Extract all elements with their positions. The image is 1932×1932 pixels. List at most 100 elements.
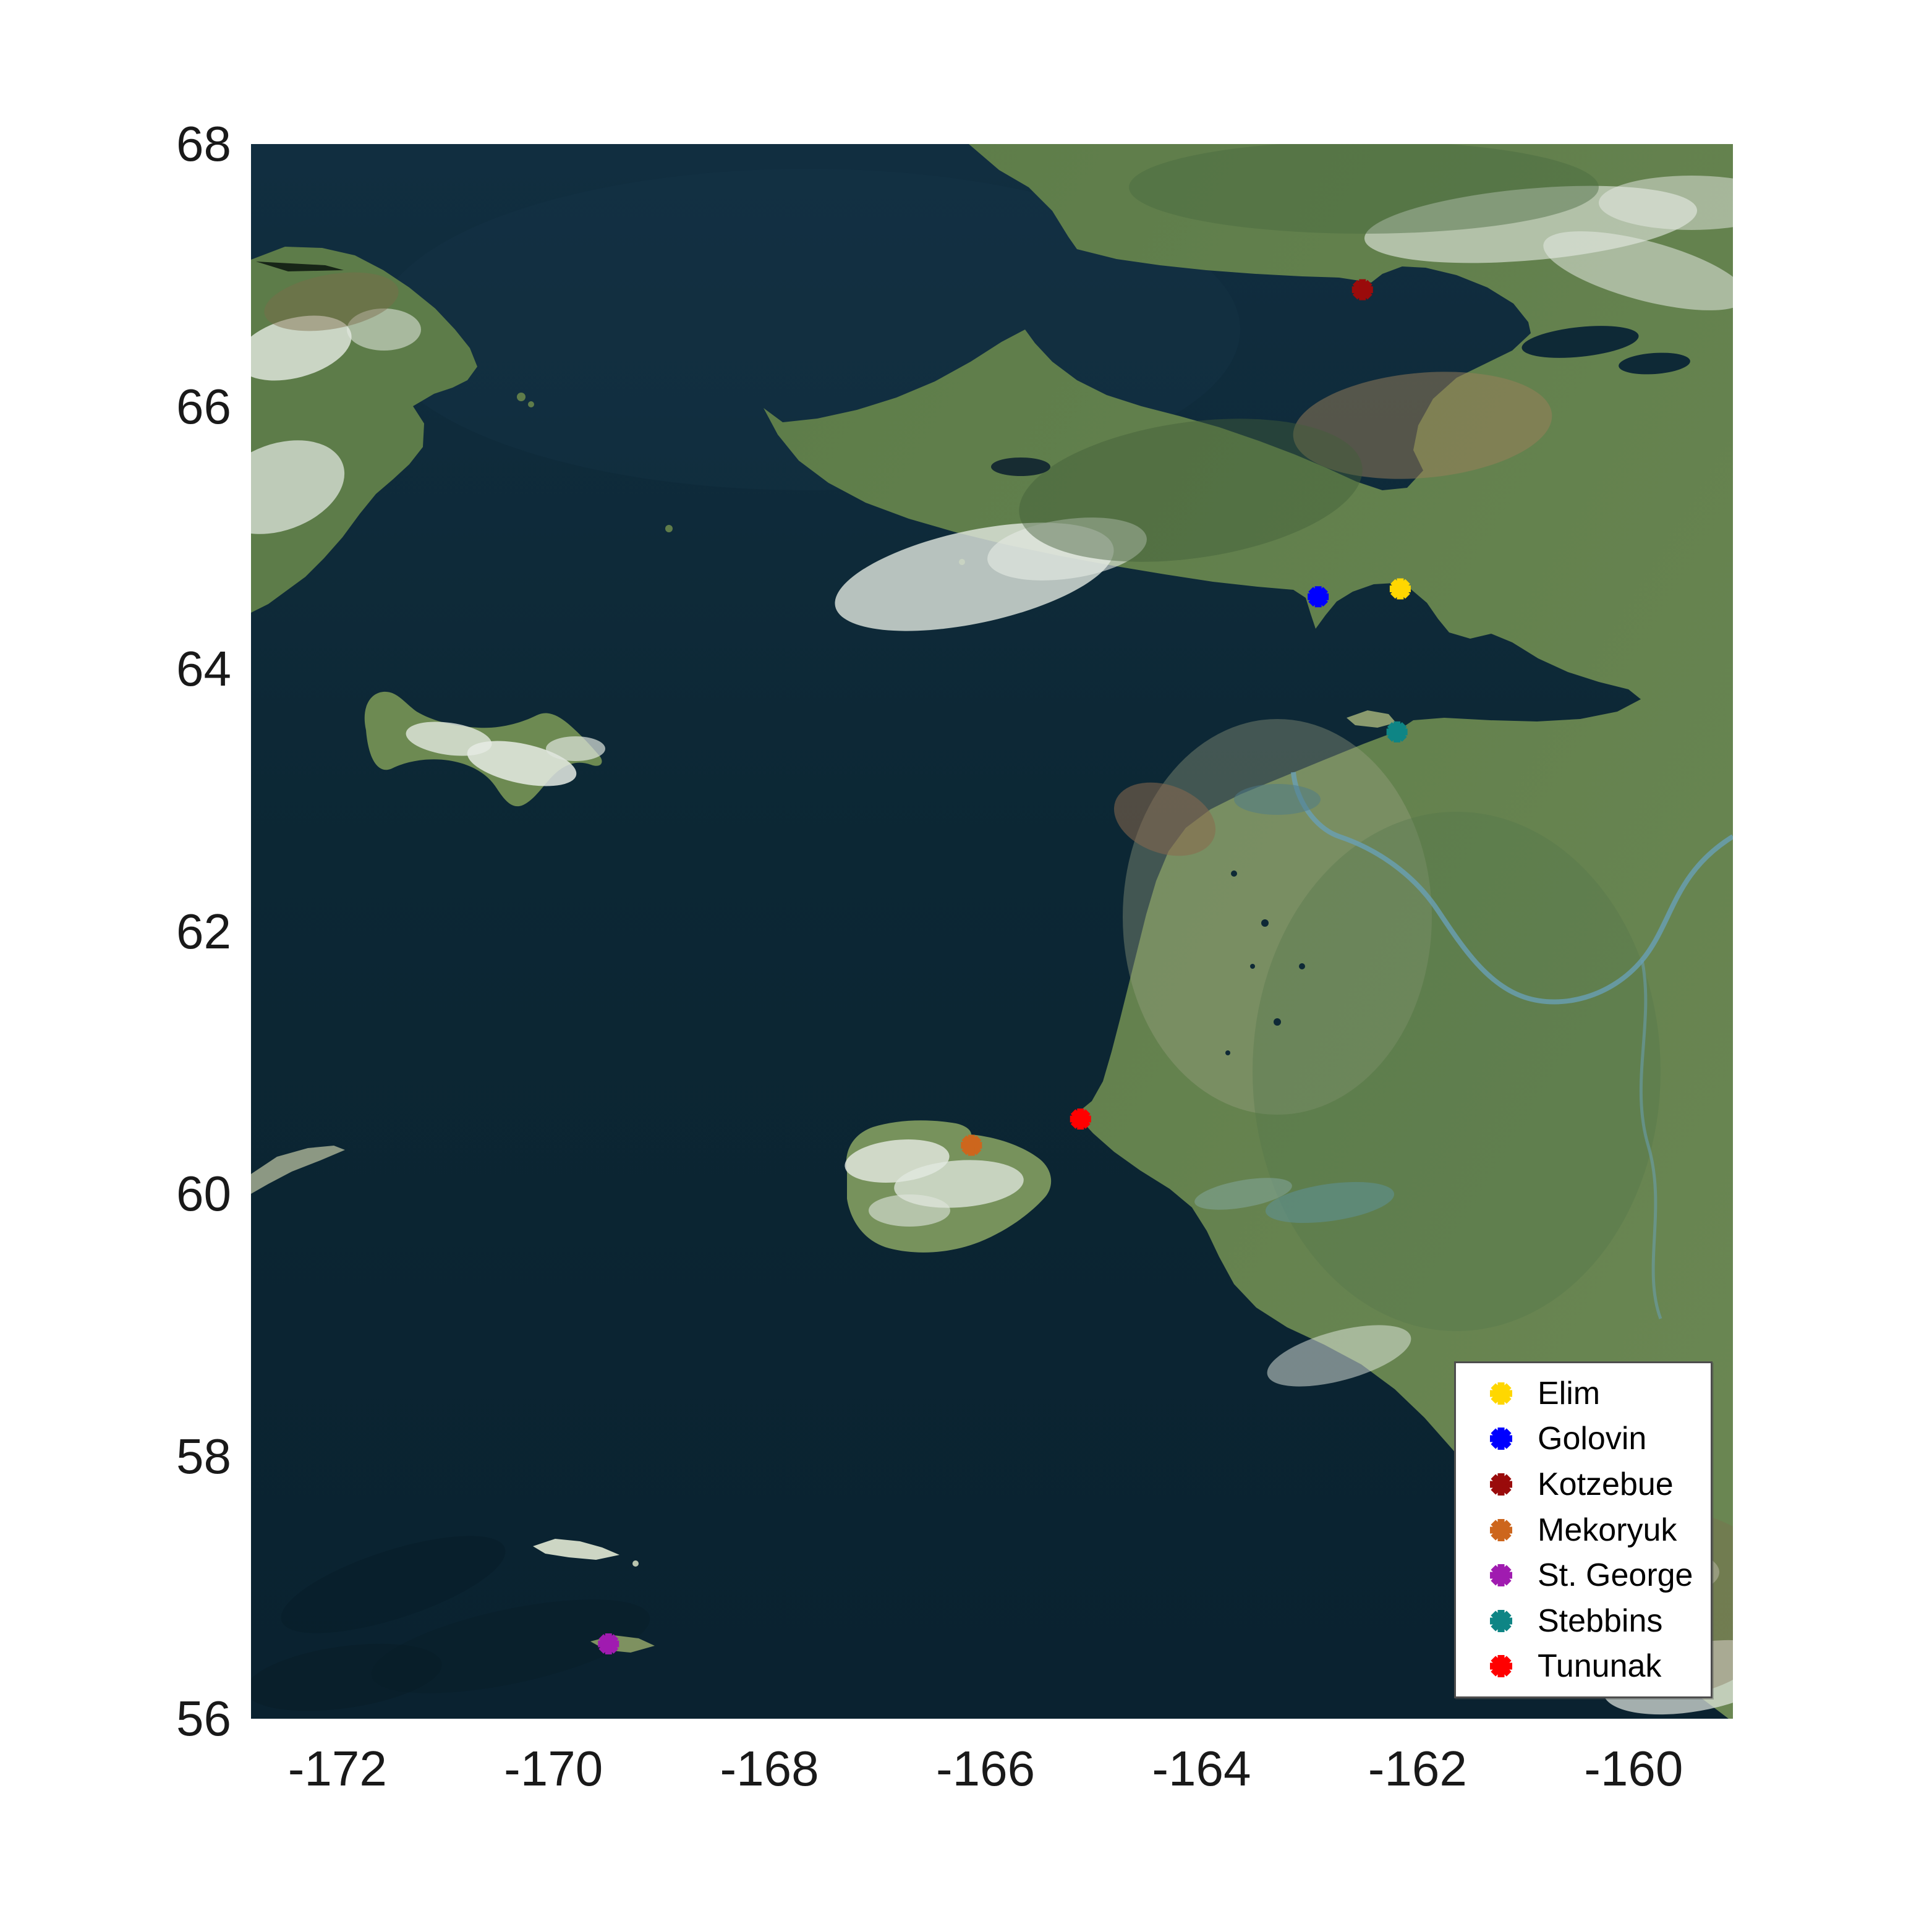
cloud-patch <box>251 315 352 381</box>
x-tick-label--164: -164 <box>1152 1741 1251 1796</box>
river-mouth-shallow <box>1234 784 1321 815</box>
legend-label-mekoryuk: Mekoryuk <box>1538 1512 1677 1548</box>
asterisk-spoke <box>961 1135 982 1155</box>
asterisk-spoke <box>1387 721 1407 742</box>
legend-asterisk-kotzebue <box>1490 1473 1512 1496</box>
legend-label-kotzebue: Kotzebue <box>1538 1466 1674 1502</box>
legend-asterisk-elim <box>1490 1382 1512 1405</box>
delta-lake <box>1250 964 1255 969</box>
cloud-patch <box>869 1194 950 1227</box>
mekoryuk-marker-icon <box>1490 1518 1512 1541</box>
island-diomede-big <box>517 393 526 401</box>
legend: Elim Golovin Kotzebue Mekoryuk St. George Ste… <box>1454 1361 1713 1698</box>
island-diomede-little <box>528 401 534 407</box>
river-branch <box>1639 960 1662 1319</box>
ocean-dark-streak <box>371 1599 650 1693</box>
terrain-patch <box>1129 144 1599 234</box>
marker-mekoryuk <box>961 1134 982 1156</box>
legend-asterisk-tununak <box>1490 1655 1512 1678</box>
x-tick-label--166: -166 <box>935 1741 1036 1796</box>
terrain-texture <box>251 144 1733 1715</box>
cloud-patch <box>406 721 492 756</box>
marker-kotzebue <box>1351 279 1373 300</box>
legend-row-golovin: Golovin <box>1456 1417 1711 1460</box>
marker-stebbins <box>1386 721 1408 743</box>
delta-lake <box>1225 1050 1230 1055</box>
delta-lake <box>1261 919 1269 927</box>
asterisk-spoke <box>1070 1109 1091 1129</box>
lake <box>1619 352 1690 375</box>
asterisk-spoke <box>1491 1474 1512 1495</box>
lake-selawik <box>1521 326 1639 358</box>
legend-label-elim: Elim <box>1538 1375 1601 1411</box>
y-tick-label-62: 62 <box>176 903 231 959</box>
ocean-dark-streak <box>251 1643 442 1711</box>
x-tick-label--162: -162 <box>1368 1741 1467 1796</box>
cloud-patch <box>251 440 345 534</box>
cloud-patch <box>1267 1325 1411 1387</box>
x-tick-label--168: -168 <box>720 1741 819 1796</box>
y-tick-label-68: 68 <box>176 116 231 171</box>
asterisk-spoke <box>1352 279 1372 300</box>
asterisk-spoke <box>1390 579 1410 599</box>
cloud-patch <box>987 517 1147 581</box>
island-st-matthew <box>533 1539 619 1560</box>
y-tick-label-58: 58 <box>176 1428 231 1484</box>
lagoon-strip <box>256 262 344 271</box>
shallow-water <box>1194 1178 1292 1210</box>
marker-layer <box>598 279 1411 1655</box>
asterisk-spoke <box>1491 1383 1512 1404</box>
asterisk-spoke <box>1308 587 1329 607</box>
y-tick-label-56: 56 <box>176 1691 231 1746</box>
delta-lake <box>1299 963 1305 969</box>
legend-asterisk-mekoryuk <box>1490 1518 1512 1541</box>
legend-asterisk-golovin <box>1490 1428 1512 1450</box>
terrain-patch <box>1293 372 1552 479</box>
marker-st-george <box>598 1633 619 1655</box>
delta-lake <box>1231 870 1237 877</box>
legend-label-stebbins: Stebbins <box>1538 1602 1663 1639</box>
terrain-patch <box>1019 419 1363 562</box>
delta-lake <box>1274 1018 1281 1026</box>
legend-asterisk-st-george <box>1490 1564 1512 1587</box>
asterisk-spoke <box>1491 1428 1512 1449</box>
cloud-patch <box>347 309 421 351</box>
kotzebue-marker-icon <box>1490 1473 1512 1496</box>
y-tick-label-64: 64 <box>176 641 231 696</box>
legend-label-tununak: Tununak <box>1538 1648 1662 1685</box>
asterisk-spoke <box>1491 1565 1512 1586</box>
cloud-patch <box>1599 176 1733 230</box>
terrain-patch <box>1253 812 1661 1331</box>
legend-row-stebbins: Stebbins <box>1456 1599 1711 1643</box>
river-yukon <box>1291 772 1733 1005</box>
asterisk-spoke <box>598 1634 619 1654</box>
stebbins-marker-icon <box>1490 1609 1512 1632</box>
asterisk-spoke <box>1491 1519 1512 1541</box>
terrain-patch <box>1113 782 1216 856</box>
tununak-marker-icon <box>1490 1655 1512 1678</box>
ocean-dark-streak <box>281 1536 506 1633</box>
legend-row-tununak: Tununak <box>1456 1645 1711 1688</box>
st-george-marker-icon <box>1490 1564 1512 1587</box>
terrain-patch <box>264 272 399 331</box>
island-stuart <box>1347 710 1396 728</box>
shallow-water <box>1265 1181 1395 1223</box>
islet <box>632 1560 639 1567</box>
marker-elim <box>1389 578 1411 600</box>
legend-row-mekoryuk: Mekoryuk <box>1456 1509 1711 1552</box>
cloud-patch <box>894 1160 1024 1208</box>
cloud-patch <box>1543 231 1733 310</box>
golovin-marker-icon <box>1490 1428 1512 1450</box>
satellite-basemap <box>251 144 1733 1719</box>
asterisk-spoke <box>1491 1611 1512 1632</box>
island-king <box>665 525 673 532</box>
cloud-patch <box>546 736 605 761</box>
marker-golovin <box>1308 586 1329 608</box>
legend-label-golovin: Golovin <box>1538 1421 1647 1457</box>
landmass-chukotka-sliver <box>251 1146 345 1194</box>
x-tick-label--160: -160 <box>1584 1741 1683 1796</box>
legend-asterisk-stebbins <box>1490 1609 1512 1632</box>
marker-tununak <box>1070 1109 1091 1130</box>
lagoon <box>991 457 1050 476</box>
